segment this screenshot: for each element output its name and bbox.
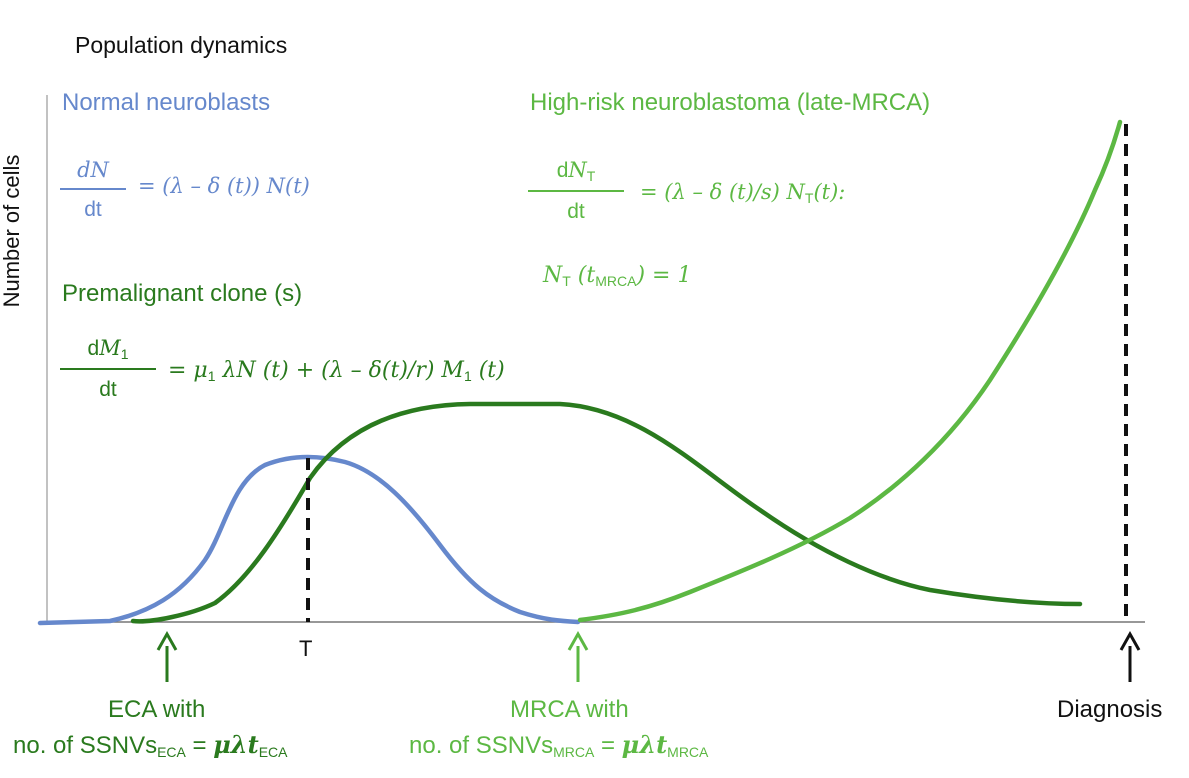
premalignant-equation-fraction: ddMM1 dt	[60, 336, 156, 402]
premalignant-clone-curve	[130, 401, 1083, 624]
high-risk-initial-condition: NT (tMRCA) = 1	[543, 263, 692, 289]
normal-neuroblasts-heading: Normal neuroblasts	[62, 89, 271, 116]
diagram-title: Population dynamics	[75, 32, 288, 58]
premalignant-heading: Premalignant clone (s)	[62, 280, 303, 307]
normal-equation-fraction: dN dt	[60, 158, 126, 222]
premalignant-eq-denominator: dt	[99, 377, 117, 401]
high-risk-heading: High-risk neuroblastoma (late-MRCA)	[530, 89, 931, 116]
fraction-bar	[528, 190, 624, 192]
high-risk-neuroblastoma-curve	[577, 119, 1123, 623]
diagnosis-label: Diagnosis	[1057, 696, 1163, 723]
high-risk-eq-numerator: dNTdN	[556, 158, 596, 184]
high-risk-eq-rhs: = (λ – δ (t)/s) NT(t):	[640, 180, 846, 206]
normal-neuroblasts-curve	[37, 454, 581, 626]
diagnosis-arrow-icon	[1119, 630, 1141, 682]
eca-label-line2: no. of SSNVsECA = μλtECA	[13, 730, 288, 760]
normal-eq-rhs: = (λ – δ (t)) N(t)	[138, 174, 310, 198]
normal-eq-numerator: dN	[77, 158, 109, 182]
high-risk-equation-fraction: dNTdN dt	[528, 158, 624, 224]
premalignant-eq-rhs: = μ1 λN (t) + (λ – δ(t)/r) M1 (t)	[168, 358, 505, 384]
eca-arrow-icon	[156, 630, 178, 682]
eca-label-line1: ECA with	[108, 696, 206, 723]
T-label: T	[299, 636, 313, 661]
mrca-arrow-icon	[567, 630, 589, 682]
y-axis-label: Number of cells	[0, 154, 24, 308]
high-risk-eq-denominator: dt	[567, 199, 585, 223]
mrca-label-line2: no. of SSNVsMRCA = μλtMRCA	[409, 730, 709, 760]
fraction-bar	[60, 188, 126, 190]
mrca-label-line1: MRCA with	[510, 696, 629, 723]
fraction-bar	[60, 368, 156, 370]
normal-eq-denominator: dt	[84, 197, 102, 221]
premalignant-eq-numerator: ddMM1	[87, 336, 129, 362]
